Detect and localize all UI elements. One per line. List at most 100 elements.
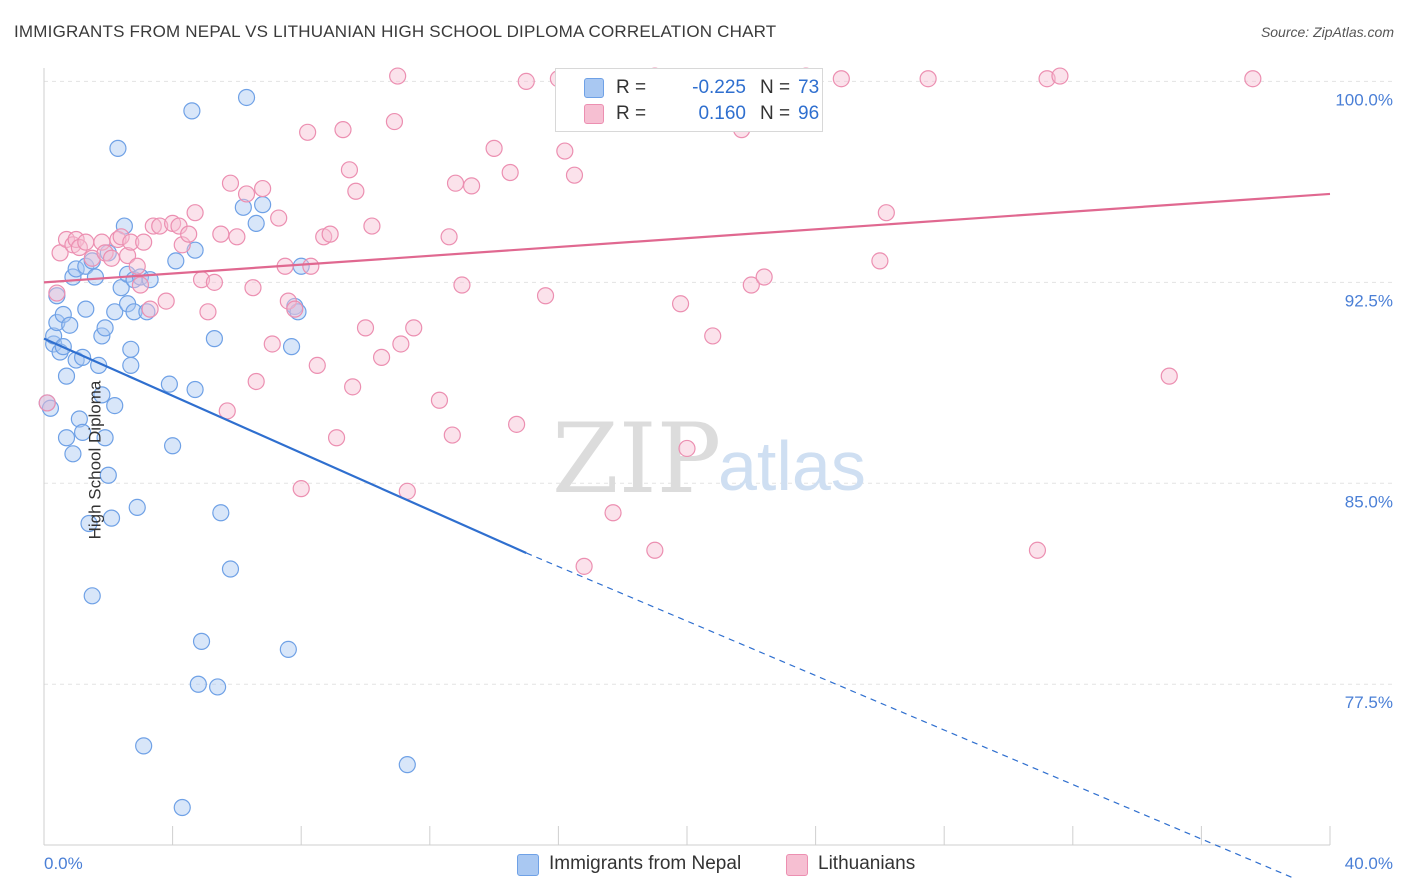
data-point-lithuanians — [340, 161, 359, 179]
stats-legend: R = -0.225 N = 73 R = 0.160 N = 96 — [555, 68, 823, 132]
data-point-lithuanians — [742, 276, 760, 294]
data-point-lithuanians — [38, 394, 56, 412]
data-point-nepal — [247, 214, 265, 232]
data-point-lithuanians — [347, 182, 365, 200]
legend-n-label: N = — [760, 77, 791, 98]
data-point-nepal — [289, 303, 307, 321]
data-point-nepal — [106, 303, 124, 321]
data-point-nepal — [67, 260, 85, 278]
data-point-nepal — [205, 330, 223, 348]
data-point-lithuanians — [832, 70, 850, 88]
x-tick-label: 0.0% — [44, 854, 83, 873]
data-point-lithuanians — [462, 177, 481, 195]
data-point-lithuanians — [871, 252, 889, 270]
data-point-lithuanians — [1244, 70, 1262, 88]
data-point-lithuanians — [263, 335, 281, 353]
watermark-zip: ZIP — [552, 403, 721, 515]
data-point-lithuanians — [122, 233, 140, 251]
data-point-nepal — [122, 356, 140, 375]
data-point-nepal — [135, 737, 153, 755]
data-point-lithuanians — [228, 228, 246, 246]
data-point-nepal — [57, 367, 76, 385]
data-point-nepal — [73, 423, 92, 441]
bottom-legend-swatch-lithuanians — [786, 854, 808, 876]
data-point-nepal — [80, 514, 98, 533]
data-point-lithuanians — [270, 209, 288, 227]
y-tick-label: 77.5% — [1345, 693, 1393, 712]
data-point-lithuanians — [102, 249, 121, 267]
data-point-nepal — [254, 196, 272, 214]
data-point-nepal — [183, 102, 201, 120]
data-point-nepal — [41, 399, 60, 417]
data-point-lithuanians — [1160, 367, 1178, 385]
data-point-lithuanians — [485, 139, 503, 157]
y-tick-label: 92.5% — [1345, 291, 1393, 310]
data-point-nepal — [160, 375, 178, 393]
data-point-nepal — [398, 756, 416, 774]
data-point-lithuanians — [173, 236, 191, 254]
data-point-lithuanians — [48, 284, 66, 302]
data-point-lithuanians — [212, 225, 230, 243]
data-point-nepal — [209, 678, 227, 696]
data-point-nepal — [64, 445, 82, 463]
data-point-lithuanians — [671, 295, 690, 313]
data-point-nepal — [106, 396, 124, 415]
data-point-lithuanians — [508, 415, 526, 433]
data-point-lithuanians — [144, 217, 162, 235]
data-point-lithuanians — [755, 268, 773, 286]
data-point-nepal — [237, 88, 256, 107]
data-point-lithuanians — [286, 300, 304, 318]
data-point-lithuanians — [517, 72, 535, 90]
data-point-lithuanians — [430, 391, 449, 409]
data-point-lithuanians — [221, 174, 240, 192]
data-point-lithuanians — [405, 319, 423, 337]
data-point-lithuanians — [247, 372, 265, 391]
data-point-nepal — [57, 429, 76, 447]
data-point-lithuanians — [254, 179, 272, 198]
data-point-lithuanians — [389, 67, 407, 85]
data-point-lithuanians — [112, 228, 130, 246]
data-point-nepal — [109, 139, 127, 157]
data-point-nepal — [186, 380, 204, 399]
y-tick-label: 100.0% — [1335, 90, 1393, 109]
data-point-nepal — [96, 429, 114, 447]
data-point-lithuanians — [446, 174, 465, 192]
data-point-lithuanians — [131, 276, 150, 294]
data-point-lithuanians — [443, 426, 461, 444]
legend-swatch-lithuanians — [584, 104, 604, 124]
data-point-lithuanians — [244, 279, 262, 297]
legend-n-value-lithuanians: 96 — [798, 103, 820, 124]
data-point-lithuanians — [344, 378, 362, 396]
data-point-lithuanians — [141, 300, 159, 318]
data-point-nepal — [234, 198, 252, 216]
trendline-lithuanians — [43, 192, 1331, 284]
data-point-nepal — [122, 340, 140, 358]
data-point-lithuanians — [128, 257, 146, 275]
data-point-lithuanians — [180, 225, 198, 243]
data-point-nepal — [77, 300, 95, 318]
data-point-lithuanians — [877, 204, 895, 222]
data-point-lithuanians — [646, 541, 664, 559]
data-point-nepal — [61, 316, 79, 334]
data-point-nepal — [128, 498, 146, 517]
data-point-lithuanians — [77, 233, 95, 251]
data-point-lithuanians — [334, 121, 352, 139]
data-point-nepal — [186, 241, 204, 259]
data-point-lithuanians — [536, 287, 555, 305]
trendline-nepal — [43, 337, 527, 554]
chart-title: IMMIGRANTS FROM NEPAL VS LITHUANIAN HIGH… — [14, 22, 777, 41]
data-point-lithuanians — [356, 319, 375, 337]
y-tick-label: 85.0% — [1345, 492, 1393, 511]
legend-n-label: N = — [760, 103, 791, 124]
data-point-nepal — [221, 560, 240, 578]
data-point-lithuanians — [292, 480, 310, 498]
data-point-lithuanians — [556, 142, 574, 160]
data-point-lithuanians — [565, 166, 584, 184]
data-point-lithuanians — [678, 439, 696, 458]
data-point-lithuanians — [453, 276, 471, 294]
data-point-lithuanians — [186, 204, 204, 222]
data-point-lithuanians — [109, 230, 127, 249]
data-point-lithuanians — [363, 217, 381, 235]
data-point-nepal — [86, 268, 105, 286]
